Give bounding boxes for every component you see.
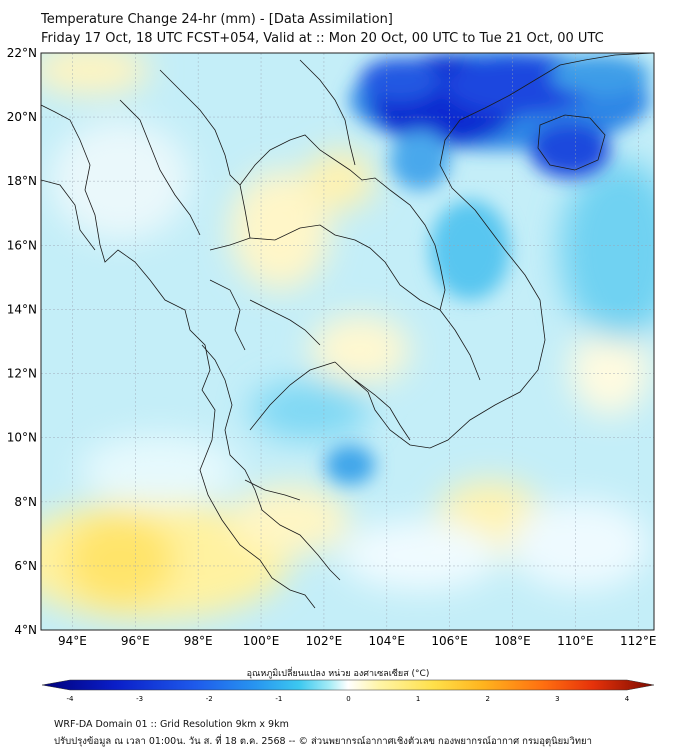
map-subtitle: Friday 17 Oct, 18 UTC FCST+054, Valid at… xyxy=(41,31,604,46)
lon-label: 102°E xyxy=(306,634,343,648)
lon-label: 98°E xyxy=(184,634,213,648)
lon-label: 108°E xyxy=(494,634,531,648)
footer-model-info: WRF-DA Domain 01 :: Grid Resolution 9km … xyxy=(54,719,289,730)
temperature-field xyxy=(41,53,654,630)
lat-label: 12°N xyxy=(7,367,37,381)
map-frame xyxy=(40,52,655,631)
colorbar-tick-label: -1 xyxy=(275,695,282,703)
lat-label: 10°N xyxy=(7,431,37,445)
lon-label: 104°E xyxy=(369,634,406,648)
lat-label: 6°N xyxy=(14,559,37,573)
footer-credit: ปรับปรุงข้อมูล ณ เวลา 01:00น. วัน ส. ที่… xyxy=(54,736,592,747)
latitude-labels: 22°N 20°N 18°N 16°N 14°N 12°N 10°N 8°N 6°N 4°N xyxy=(7,46,37,637)
lat-label: 8°N xyxy=(14,495,37,509)
lon-label: 96°E xyxy=(121,634,150,648)
colorbar-tick-label: -4 xyxy=(67,695,75,703)
lon-label: 112°E xyxy=(620,634,657,648)
map-title: Temperature Change 24-hr (mm) - [Data As… xyxy=(41,12,393,27)
colorbar-bar xyxy=(41,679,655,691)
colorbar-tick-label: -3 xyxy=(136,695,143,703)
lat-label: 4°N xyxy=(14,623,37,637)
colorbar: -4 -3 -2 -1 0 1 2 3 4 xyxy=(41,679,655,703)
lat-label: 22°N xyxy=(7,46,37,60)
lat-label: 18°N xyxy=(7,174,37,188)
graticule xyxy=(41,52,654,631)
colorbar-tick-label: 4 xyxy=(625,695,630,703)
coastlines-borders xyxy=(41,53,654,609)
lon-label: 106°E xyxy=(431,634,468,648)
colorbar-tick-label: -2 xyxy=(206,695,213,703)
lat-label: 16°N xyxy=(7,238,37,252)
lat-label: 14°N xyxy=(7,302,37,316)
colorbar-ticks: -4 -3 -2 -1 0 1 2 3 4 xyxy=(67,695,630,703)
colorbar-tick-label: 3 xyxy=(555,695,559,703)
colorbar-tick-label: 1 xyxy=(416,695,420,703)
longitude-labels: 94°E 96°E 98°E 100°E 102°E 104°E 106°E 108°E 110… xyxy=(58,634,657,648)
colorbar-tick-label: 0 xyxy=(346,695,350,703)
lon-label: 94°E xyxy=(58,634,87,648)
colorbar-tick-label: 2 xyxy=(486,695,490,703)
colorbar-label: อุณหภูมิเปลี่ยนแปลง หน่วย องศาเซลเซียส (… xyxy=(246,669,430,679)
lat-label: 20°N xyxy=(7,110,37,124)
lon-label: 100°E xyxy=(243,634,280,648)
lon-label: 110°E xyxy=(557,634,594,648)
